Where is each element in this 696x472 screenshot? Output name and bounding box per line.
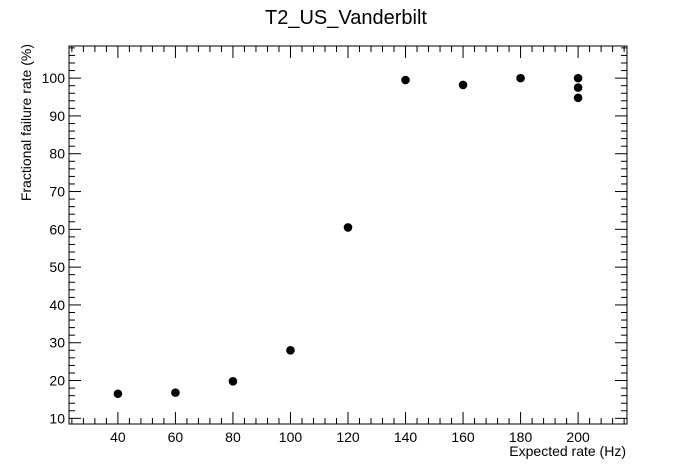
x-tick-label: 200 bbox=[566, 429, 590, 445]
data-point bbox=[573, 83, 583, 92]
y-tick-label: 100 bbox=[42, 70, 66, 86]
data-point bbox=[401, 75, 410, 85]
y-tick-label: 40 bbox=[49, 297, 65, 313]
y-tick-label: 20 bbox=[49, 373, 65, 389]
x-tick-label: 100 bbox=[279, 429, 303, 445]
x-tick-label: 40 bbox=[110, 429, 126, 445]
x-tick-label: 140 bbox=[394, 429, 418, 445]
y-tick-label: 10 bbox=[49, 410, 65, 426]
y-tick-labels: 10 20 30 40 50 60 70 80 90 100 bbox=[42, 70, 66, 426]
y-axis-label: Fractional failure rate (%) bbox=[18, 44, 34, 201]
data-point bbox=[228, 376, 238, 386]
y-tick-label: 80 bbox=[49, 146, 65, 162]
x-axis-label: Expected rate (Hz) bbox=[509, 443, 626, 459]
y-tick-label: 70 bbox=[49, 184, 65, 200]
data-point bbox=[573, 93, 583, 103]
data-point bbox=[458, 80, 468, 90]
plot-frame bbox=[68, 45, 628, 425]
y-tick-label: 30 bbox=[49, 335, 65, 351]
data-points bbox=[113, 73, 583, 399]
chart-title: T2_US_Vanderbilt bbox=[265, 7, 427, 29]
x-tick-label: 120 bbox=[336, 429, 360, 445]
x-tick-label: 60 bbox=[168, 429, 184, 445]
x-tick-label: 80 bbox=[225, 429, 241, 445]
y-tick-label: 90 bbox=[49, 108, 65, 124]
y-tick-label: 50 bbox=[49, 259, 65, 275]
x-tick-label: 180 bbox=[509, 429, 533, 445]
data-point bbox=[516, 73, 525, 83]
data-point bbox=[573, 73, 583, 83]
x-tick-labels: 40 60 80 100 120 140 160 180 200 bbox=[110, 429, 590, 445]
axis-ticks bbox=[69, 46, 627, 424]
data-point bbox=[343, 223, 353, 232]
x-tick-label: 160 bbox=[451, 429, 475, 445]
y-tick-label: 60 bbox=[49, 221, 65, 237]
data-point bbox=[171, 388, 180, 397]
data-point bbox=[113, 389, 123, 399]
data-point bbox=[286, 345, 295, 355]
